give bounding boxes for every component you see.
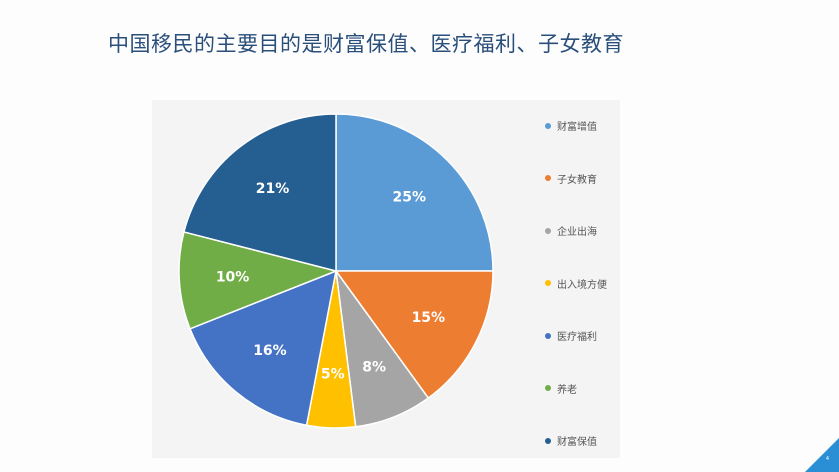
legend-label: 出入境方便 (557, 279, 607, 291)
legend-swatch (545, 280, 551, 286)
legend-swatch (545, 175, 551, 181)
pie-slice-2 (334, 270, 494, 400)
pie-slice-6 (178, 231, 339, 330)
corner-accent-triangle (805, 438, 839, 472)
legend-item-4: 出入境方便 (545, 276, 607, 291)
pie-data-label-5: 16% (253, 343, 287, 359)
legend-swatch (545, 437, 551, 444)
pie-slice-5 (189, 269, 337, 427)
legend-item-6: 养老 (545, 381, 577, 396)
slide-title: 中国移民的主要目的是财富保值、医疗福利、子女教育 (108, 32, 624, 56)
legend-swatch (545, 227, 551, 234)
legend-item-1: 财富增值 (545, 118, 597, 133)
legend-swatch (545, 385, 551, 391)
pie-data-label-7: 21% (256, 181, 290, 197)
pie-slice-1 (335, 113, 494, 272)
legend-label: 企业出海 (557, 227, 597, 238)
legend-item-5: 医疗福利 (545, 328, 597, 343)
legend-item-3: 企业出海 (545, 223, 597, 238)
legend-label: 养老 (557, 384, 577, 396)
pie-data-label-4: 5% (321, 367, 345, 383)
legend-item-2: 子女教育 (545, 171, 597, 186)
legend-swatch (545, 122, 551, 129)
pie-chart: 25% 15% 8% 5% 16% 10% 21% (178, 113, 494, 429)
pie-data-label-3: 8% (362, 359, 386, 375)
pie-slice-7 (183, 113, 337, 272)
legend-label: 医疗福利 (557, 332, 597, 343)
page-number: 4 (825, 456, 829, 462)
pie-data-label-2: 15% (412, 310, 446, 326)
legend-label: 财富保值 (557, 437, 597, 448)
legend-swatch (545, 332, 551, 339)
chart-panel: 25% 15% 8% 5% 16% 10% 21% (152, 100, 620, 458)
legend-label: 子女教育 (557, 174, 597, 186)
legend-item-7: 财富保值 (545, 433, 597, 448)
legend-label: 财富增值 (557, 122, 597, 133)
pie-data-label-6: 10% (216, 270, 250, 286)
pie-data-label-1: 25% (393, 190, 427, 206)
